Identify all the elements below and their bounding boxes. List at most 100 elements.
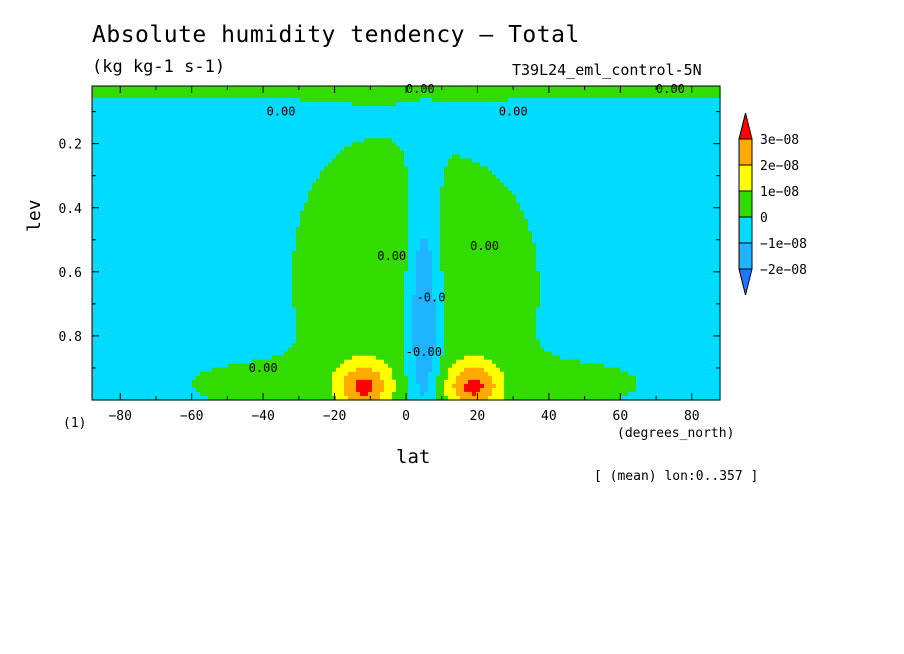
field-cell (460, 150, 465, 156)
field-cell (208, 154, 213, 160)
field-cell (472, 154, 477, 160)
field-cell (252, 182, 257, 188)
field-cell (240, 182, 245, 188)
field-cell (448, 182, 453, 188)
field-cell (140, 158, 145, 164)
field-cell (268, 210, 273, 216)
field-cell (140, 178, 145, 184)
field-cell (512, 114, 517, 119)
field-cell (192, 166, 197, 172)
field-cell (560, 90, 565, 95)
field-cell (372, 170, 377, 176)
field-cell (256, 194, 261, 200)
field-cell (244, 110, 249, 115)
field-cell (468, 126, 473, 131)
field-cell (188, 94, 193, 99)
field-cell (456, 198, 461, 204)
field-cell (392, 90, 397, 95)
field-cell (332, 106, 337, 111)
field-cell (484, 166, 489, 172)
field-cell (716, 90, 721, 95)
field-cell (352, 90, 357, 95)
field-cell (648, 130, 653, 135)
field-cell (300, 122, 305, 127)
field-cell (248, 150, 253, 156)
field-cell (456, 86, 461, 91)
field-cell (344, 106, 349, 111)
field-cell (304, 166, 309, 172)
field-cell (388, 170, 393, 176)
field-cell (240, 114, 245, 119)
field-cell (272, 94, 277, 99)
field-cell (128, 186, 133, 192)
field-cell (616, 194, 621, 200)
field-cell (132, 166, 137, 172)
field-cell (516, 210, 521, 216)
field-cell (272, 142, 277, 147)
field-cell (156, 174, 161, 180)
field-cell (492, 134, 497, 139)
field-cell (140, 162, 145, 168)
field-cell (576, 206, 581, 212)
field-cell (460, 94, 465, 99)
field-cell (332, 102, 337, 107)
field-cell (336, 90, 341, 95)
field-cell (692, 182, 697, 188)
field-cell (300, 134, 305, 139)
field-cell (508, 130, 513, 135)
field-cell (676, 178, 681, 184)
field-cell (240, 86, 245, 91)
field-cell (644, 198, 649, 204)
field-cell (576, 190, 581, 196)
field-cell (472, 98, 477, 103)
field-cell (716, 194, 721, 200)
field-cell (452, 98, 457, 103)
field-cell (228, 90, 233, 95)
field-cell (232, 138, 237, 143)
field-cell (308, 166, 313, 172)
field-cell (280, 202, 285, 208)
field-cell (568, 210, 573, 216)
field-cell (424, 174, 429, 180)
field-cell (320, 138, 325, 143)
field-cell (308, 158, 313, 164)
field-cell (224, 162, 229, 168)
field-cell (276, 182, 281, 188)
field-cell (104, 158, 109, 164)
field-cell (116, 158, 121, 164)
field-cell (284, 150, 289, 156)
field-cell (680, 98, 685, 103)
field-cell (456, 162, 461, 168)
field-cell (308, 146, 313, 152)
field-cell (296, 150, 301, 156)
field-cell (640, 126, 645, 131)
field-cell (536, 174, 541, 180)
field-cell (128, 122, 133, 127)
field-cell (608, 198, 613, 204)
field-cell (464, 166, 469, 172)
field-cell (156, 190, 161, 196)
field-cell (332, 174, 337, 180)
field-cell (268, 202, 273, 208)
field-cell (176, 102, 181, 107)
field-cell (516, 178, 521, 184)
field-cell (528, 198, 533, 204)
field-cell (488, 198, 493, 204)
field-cell (616, 126, 621, 131)
field-cell (580, 186, 585, 192)
field-cell (616, 130, 621, 135)
field-cell (692, 158, 697, 164)
field-cell (292, 166, 297, 172)
field-cell (288, 154, 293, 160)
field-cell (556, 158, 561, 164)
field-cell (320, 198, 325, 204)
field-cell (276, 118, 281, 123)
field-cell (520, 162, 525, 168)
field-cell (568, 94, 573, 99)
field-cell (324, 170, 329, 176)
field-cell (448, 150, 453, 156)
field-cell (108, 130, 113, 135)
field-cell (688, 142, 693, 147)
field-cell (488, 202, 493, 208)
field-cell (504, 150, 509, 156)
